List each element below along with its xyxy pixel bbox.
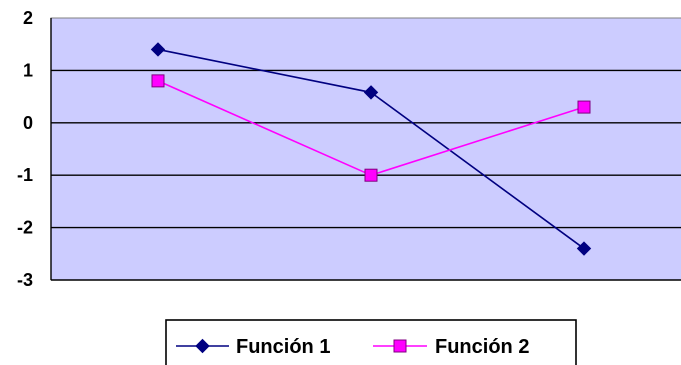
data-point: [364, 168, 378, 182]
data-point: [577, 100, 591, 114]
legend-marker: [195, 338, 210, 354]
legend-marker: [393, 339, 407, 353]
data-point: [151, 74, 165, 88]
y-tick-label: -3: [17, 270, 33, 290]
legend: Función 1 Función 2: [165, 319, 577, 365]
y-tick-label: -1: [17, 165, 33, 185]
series-layer: [150, 42, 592, 256]
legend-box: [165, 319, 577, 365]
legend-entries: Función 1 Función 2: [176, 336, 529, 358]
legend-item-2: Función 2: [373, 336, 529, 358]
data-point: [363, 85, 379, 100]
legend-item-1: Función 1: [176, 336, 330, 358]
y-tick-label: -2: [17, 218, 33, 238]
plot-area: [50, 17, 681, 281]
legend-label: Función 1: [236, 336, 330, 358]
data-point: [150, 42, 166, 57]
series-1: [150, 42, 592, 256]
y-tick-label: 2: [23, 8, 33, 28]
y-tick-label: 1: [23, 60, 33, 80]
legend-label: Función 2: [435, 336, 529, 358]
y-axis-tick-labels: 2 1 0 -1 -2 -3: [17, 8, 33, 290]
data-point: [576, 241, 592, 256]
y-tick-label: 0: [23, 113, 33, 133]
series-2: [151, 74, 591, 182]
